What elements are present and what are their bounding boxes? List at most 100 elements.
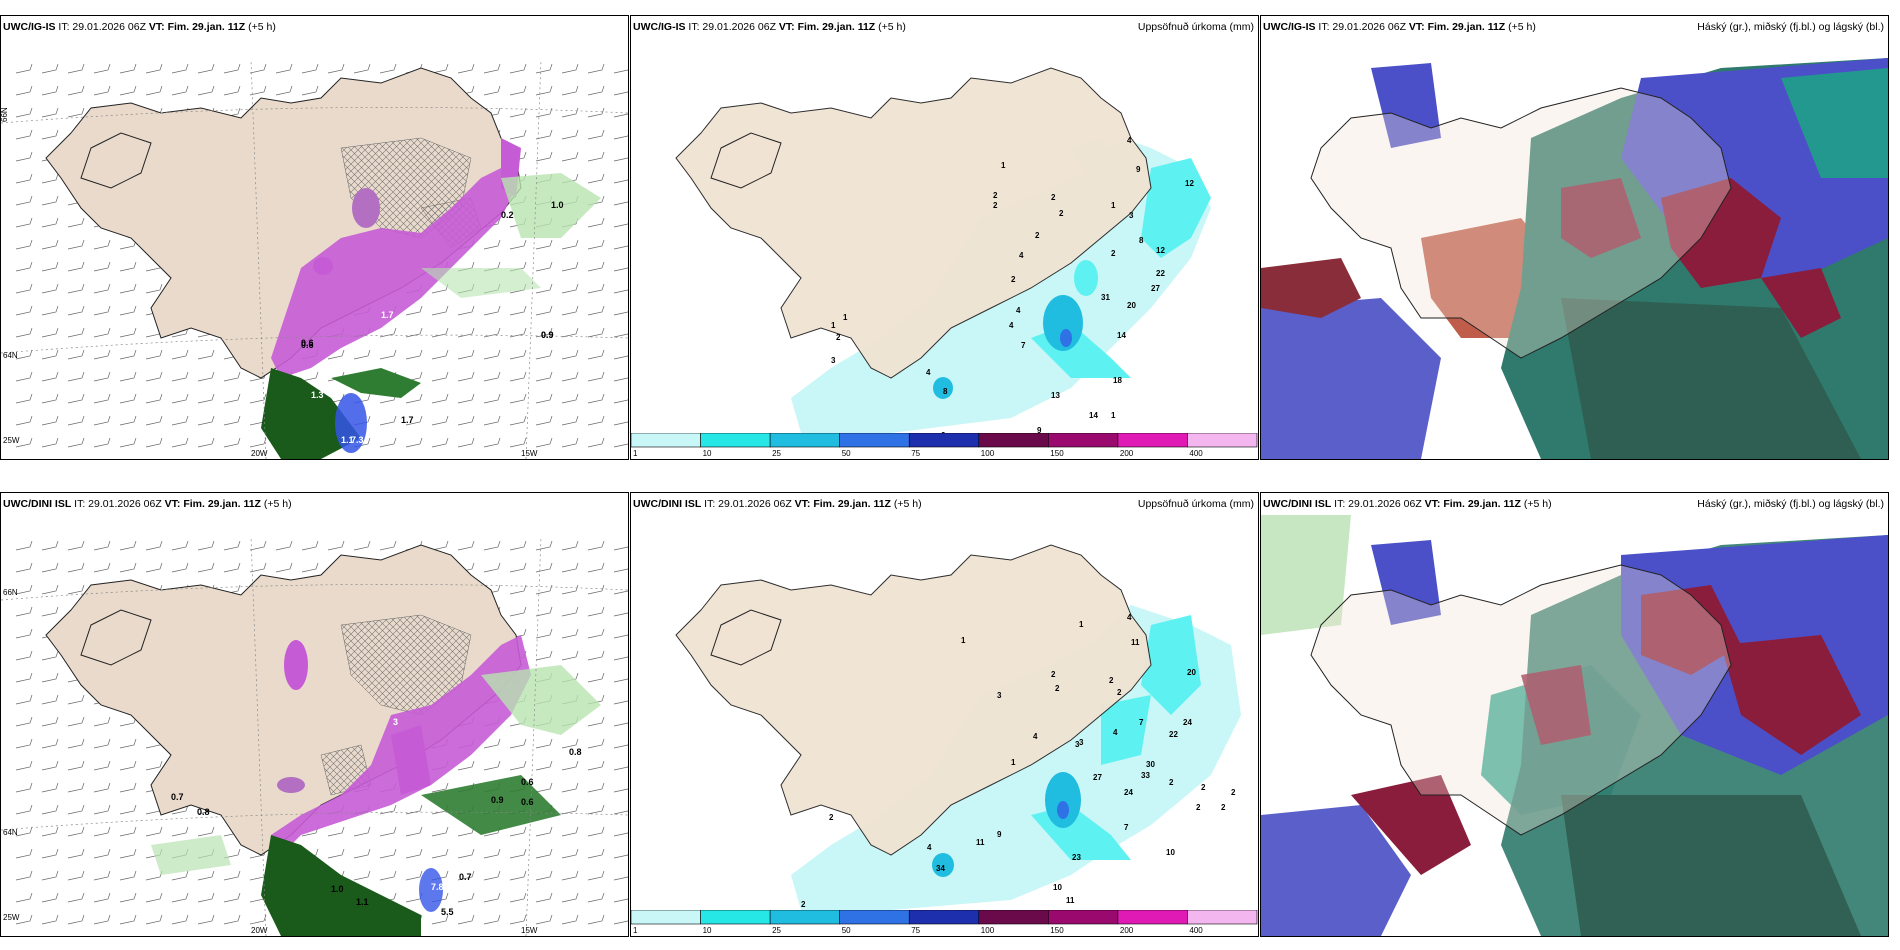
wind-barb — [327, 63, 345, 74]
colorbar-tick-label: 1 — [633, 449, 638, 458]
svg-text:2: 2 — [1117, 688, 1122, 697]
svg-text:0.9: 0.9 — [491, 795, 504, 805]
svg-text:3: 3 — [1075, 740, 1080, 749]
valid-time-label: VT: — [778, 21, 795, 33]
svg-text:2: 2 — [801, 900, 806, 909]
colorbar-tick-label: 200 — [1120, 926, 1134, 935]
svg-text:2: 2 — [1109, 676, 1114, 685]
wind-barb — [93, 239, 111, 250]
panel-header: UWC/DINI ISL IT: 29.01.2026 06Z VT: Fim.… — [1261, 493, 1888, 515]
wind-barb — [535, 63, 553, 74]
wind-precip-map[interactable]: 66N 64N 25W 20W 15W 0.7 0.8 0.6 0.8 0.9 … — [1, 515, 628, 936]
colorbar-tick-label: 400 — [1189, 926, 1203, 935]
wind-barb — [249, 437, 267, 448]
wind-barb — [613, 765, 628, 771]
panel-bottom-left-wind-precip-map: UWC/DINI ISL IT: 29.01.2026 06Z VT: Fim.… — [0, 492, 629, 937]
wind-barb — [535, 848, 553, 859]
wind-barb — [535, 914, 553, 925]
wind-barb — [509, 760, 527, 771]
wind-barb — [561, 650, 579, 661]
wind-barb — [587, 628, 605, 639]
svg-text:4: 4 — [1113, 728, 1118, 737]
precip-areas — [261, 138, 601, 459]
wind-barb — [509, 738, 527, 749]
panel-top-mid-accum-precip: UWC/IG-IS IT: 29.01.2026 06Z VT: Fim. 29… — [630, 15, 1259, 460]
wind-barb — [223, 371, 241, 382]
valid-time-label: VT: — [164, 498, 181, 510]
wind-barb — [301, 63, 319, 74]
wind-barb — [509, 63, 527, 74]
svg-text:7: 7 — [1139, 718, 1144, 727]
wind-barb — [379, 415, 397, 426]
wind-barb — [353, 870, 371, 881]
wind-barb — [561, 584, 579, 595]
wind-barb — [613, 244, 628, 250]
cloud-cover-map[interactable] — [1261, 515, 1888, 936]
valid-time: Fim. 29.jan. 11Z — [167, 21, 246, 33]
lon-label-25w: 25W — [3, 436, 20, 445]
colorbar: 1 10 25 50 75 100 150 200 400 — [631, 432, 1258, 459]
wind-barb — [171, 415, 189, 426]
wind-barb — [67, 892, 85, 903]
wind-barb — [41, 892, 59, 903]
wind-barb — [561, 826, 579, 837]
wind-barb — [587, 239, 605, 250]
wind-barb — [587, 562, 605, 573]
colorbar-swatch — [1187, 909, 1258, 925]
wind-barb — [171, 826, 189, 837]
init-time: IT: 29.01.2026 06Z — [58, 21, 146, 33]
wind-barb — [41, 848, 59, 859]
lon-label-20w: 20W — [251, 449, 268, 458]
wind-barb — [483, 540, 501, 551]
wind-barb — [509, 892, 527, 903]
cloud-cover-map[interactable] — [1261, 38, 1888, 459]
wind-barb — [561, 870, 579, 881]
wind-barb — [223, 63, 241, 74]
wind-barb — [483, 327, 501, 338]
wind-barb — [509, 107, 527, 118]
map-title: Háský (gr.), miðský (fj.bl.) og lágský (… — [1697, 498, 1884, 510]
wind-barb — [223, 85, 241, 96]
wind-barb — [67, 870, 85, 881]
wind-barb — [327, 848, 345, 859]
panel-header: UWC/IG-IS IT: 29.01.2026 06Z VT: Fim. 29… — [1261, 16, 1888, 38]
svg-text:3: 3 — [393, 717, 398, 727]
wind-barb — [145, 914, 163, 925]
svg-text:10: 10 — [1053, 883, 1062, 892]
wind-barb — [15, 650, 33, 661]
wind-barb — [587, 151, 605, 162]
wind-barb — [41, 283, 59, 294]
accum-precip-map[interactable]: 1 1 3 2 2 4 11 2 2 20 24 22 7 4 3 4 30 3… — [631, 515, 1258, 910]
colorbar-tick-label: 100 — [981, 449, 995, 458]
wind-barb — [613, 919, 628, 925]
svg-text:22: 22 — [1156, 269, 1165, 278]
lead-time: (+5 h) — [878, 21, 906, 33]
wind-barb — [587, 716, 605, 727]
wind-barb — [431, 371, 449, 382]
wind-precip-map[interactable]: 66N 64N 25W 20W 15W 0.9 1.0 0.6 0.9 3.0 … — [1, 38, 628, 459]
wind-barb — [15, 562, 33, 573]
svg-text:2: 2 — [1231, 788, 1236, 797]
accum-precip-map[interactable]: 1 2 2 2 2 4 1 3 9 12 4 2 8 12 2 22 27 4 … — [631, 38, 1258, 433]
wind-barb — [613, 376, 628, 382]
panel-bottom-mid-accum-precip: UWC/DINI ISL IT: 29.01.2026 06Z VT: Fim.… — [630, 492, 1259, 937]
wind-barb — [119, 826, 137, 837]
wind-barb — [41, 870, 59, 881]
wind-barb — [405, 327, 423, 338]
wind-barb — [535, 606, 553, 617]
wind-barb — [457, 848, 475, 859]
wind-barb — [483, 437, 501, 448]
colorbar-tick-label: 10 — [703, 926, 712, 935]
wind-barb — [613, 853, 628, 859]
colorbar-tick-label: 400 — [1189, 449, 1203, 458]
svg-text:0.6: 0.6 — [301, 340, 314, 350]
lat-label-64n: 64N — [3, 351, 18, 360]
wind-barb — [119, 540, 137, 551]
wind-barb — [587, 85, 605, 96]
wind-barb — [509, 584, 527, 595]
valid-time-label: VT: — [794, 498, 811, 510]
colorbar-tick-label: 25 — [772, 449, 781, 458]
wind-barb — [587, 804, 605, 815]
wind-barb — [405, 437, 423, 448]
wind-barb — [93, 349, 111, 360]
